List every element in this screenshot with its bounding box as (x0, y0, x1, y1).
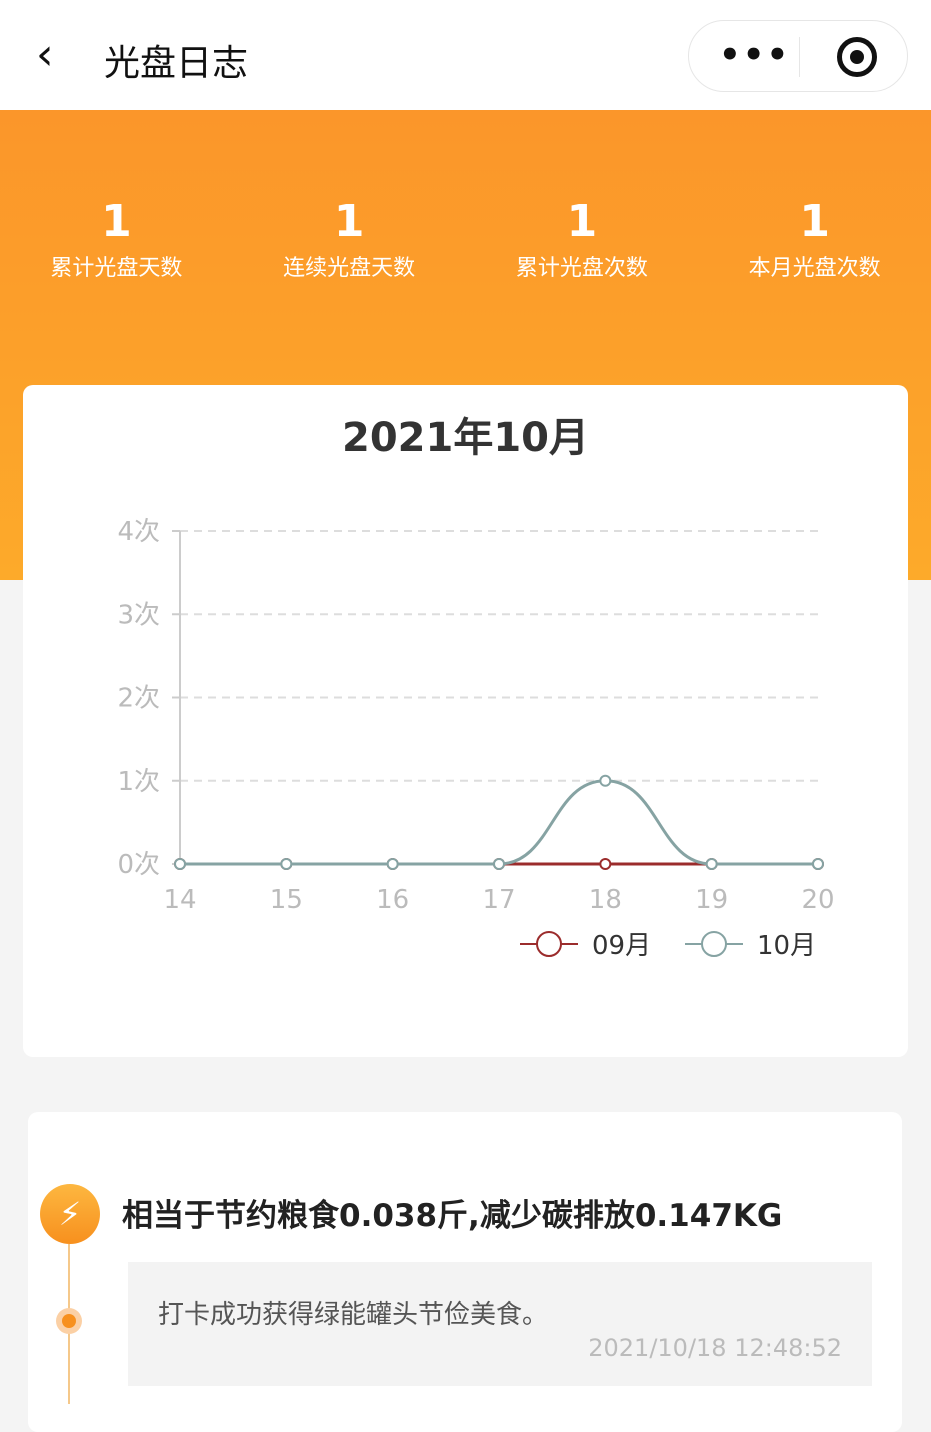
page-title: 光盘日志 (104, 43, 249, 84)
record-card: ⚡ 相当于节约粮食0.038斤,减少碳排放0.147KG 打卡成功获得绿能罐头节… (28, 1112, 902, 1432)
chart-card: 2021年10月 0次 1次 2次 3次 4次 14 15 16 17 18 19 20 09月 10月 (23, 385, 908, 1057)
y-tick-label: 3次 (117, 600, 160, 630)
stat-label: 累计光盘次数 (515, 256, 648, 281)
stat-month-times: 1 本月光盘次数 (698, 196, 931, 282)
legend-marker (701, 931, 727, 957)
y-tick-label: 4次 (117, 517, 160, 547)
line-chart: 0次 1次 2次 3次 4次 14 15 16 17 18 19 20 09月 10月 (117, 517, 834, 961)
mini-program-capsule: ••• (688, 20, 908, 92)
data-point (599, 774, 612, 787)
y-tick-label: 0次 (117, 850, 160, 880)
divider (799, 37, 800, 77)
back-button[interactable]: ‹ (36, 29, 54, 80)
data-point (386, 858, 399, 870)
stats-row: 1 累计光盘天数 1 连续光盘天数 1 累计光盘次数 1 本月光盘次数 (0, 196, 931, 282)
x-tick-label: 18 (589, 885, 622, 915)
close-target-icon[interactable] (837, 37, 877, 77)
nav-bar: ‹ 光盘日志 ••• (0, 0, 931, 110)
y-tick-label: 2次 (117, 684, 160, 714)
record-time: 2021/10/18 12:48:52 (588, 1334, 842, 1362)
stat-label: 本月光盘次数 (748, 256, 881, 281)
stat-total-days: 1 累计光盘天数 (0, 196, 233, 282)
stat-value: 1 (333, 196, 365, 247)
record-item: 打卡成功获得绿能罐头节俭美食。 2021/10/18 12:48:52 (128, 1262, 872, 1386)
x-tick-label: 16 (376, 885, 409, 915)
stat-value: 1 (101, 196, 132, 247)
data-point (599, 858, 612, 870)
legend-marker (536, 931, 562, 957)
saving-headline: 相当于节约粮食0.038斤,减少碳排放0.147KG (122, 1198, 783, 1234)
series-line-1 (179, 779, 818, 866)
stat-value: 1 (566, 196, 598, 247)
stat-total-times: 1 累计光盘次数 (466, 196, 699, 282)
timeline-dot (56, 1308, 82, 1334)
stat-value: 1 (799, 196, 830, 247)
stat-label: 连续光盘天数 (283, 256, 416, 281)
legend-label: 09月 (592, 931, 651, 961)
data-point (493, 858, 505, 870)
x-tick-label: 17 (482, 885, 515, 915)
data-point (705, 858, 718, 870)
x-tick-label: 15 (270, 885, 303, 915)
x-tick-label: 20 (801, 885, 834, 915)
chart-title: 2021年10月 (342, 415, 589, 461)
x-tick-label: 19 (695, 885, 728, 915)
x-tick-label: 14 (163, 885, 196, 915)
stat-streak-days: 1 连续光盘天数 (233, 196, 466, 282)
y-tick-label: 1次 (117, 767, 160, 797)
data-point (812, 858, 824, 870)
lightning-icon: ⚡ (40, 1184, 100, 1244)
legend-label: 10月 (757, 931, 816, 961)
more-button[interactable]: ••• (719, 35, 791, 75)
data-point (174, 858, 186, 870)
record-message: 打卡成功获得绿能罐头节俭美食。 (158, 1300, 549, 1330)
data-point (280, 858, 293, 870)
stat-label: 累计光盘天数 (50, 256, 183, 281)
